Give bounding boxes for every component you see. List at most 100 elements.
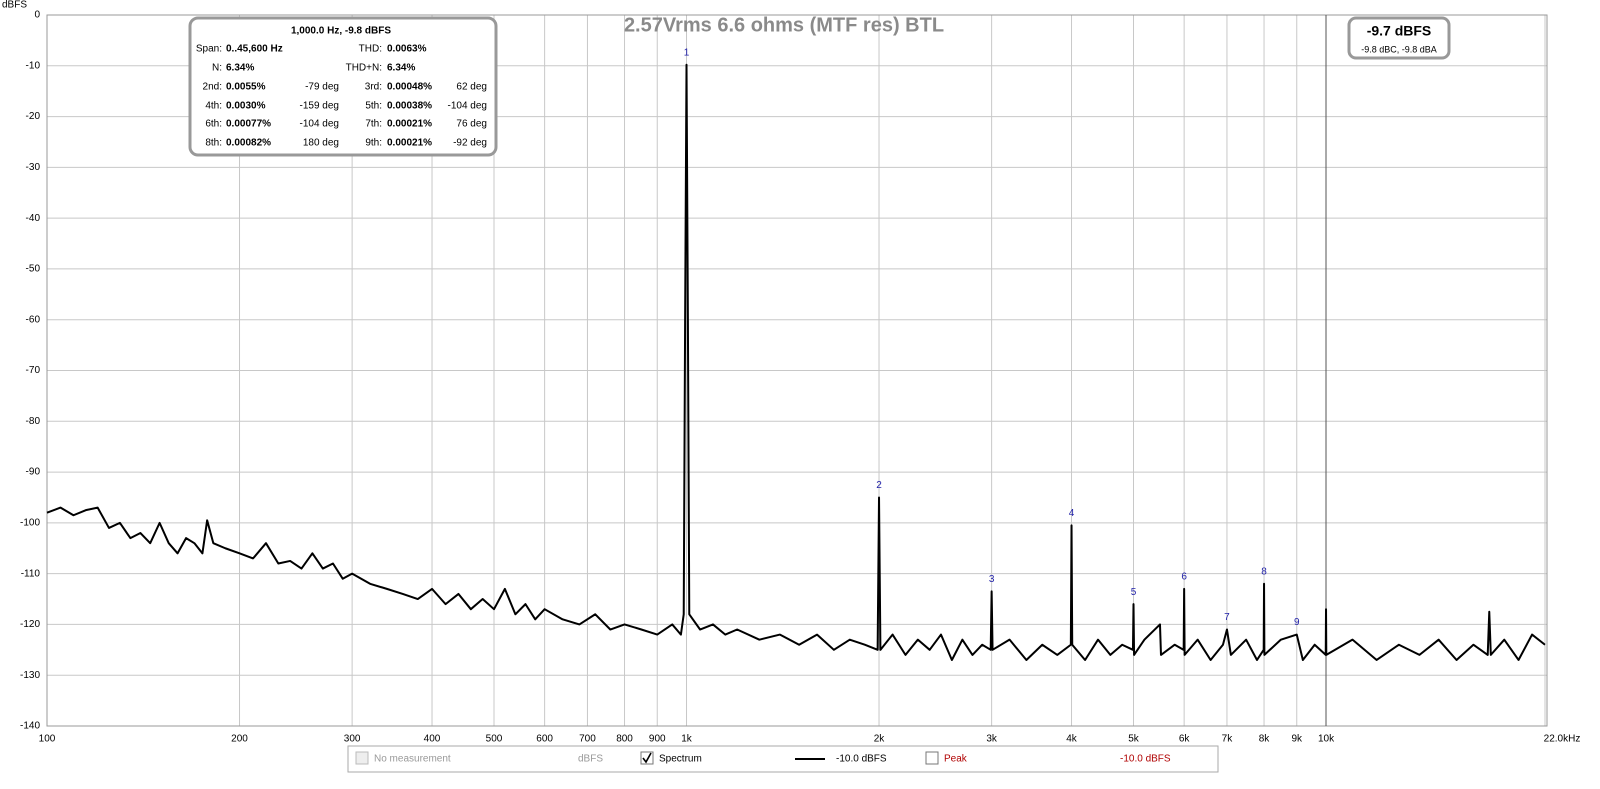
info-value: 0.00077% (226, 119, 271, 130)
x-tick-label: 600 (536, 734, 553, 745)
y-tick-label: -30 (26, 162, 41, 173)
info-value: 0.00082% (226, 138, 271, 149)
plot-frame (46, 14, 1548, 727)
x-tick-label: 4k (1066, 734, 1078, 745)
y-tick-label: 0 (34, 10, 40, 21)
info-value: 0..45,600 Hz (226, 44, 283, 55)
info-value: 0.0030% (226, 101, 266, 112)
info-label: 3rd: (365, 82, 382, 93)
level-detail: -9.8 dBC, -9.8 dBA (1361, 44, 1437, 54)
spectrum-line (46, 63, 1546, 661)
x-tick-label: 10k (1318, 734, 1335, 745)
info-label: 6th: (205, 119, 222, 130)
y-tick-label: -10 (26, 60, 41, 71)
info-label: Span: (196, 44, 222, 55)
info-label: 8th: (205, 138, 222, 149)
info-value: 0.00021% (387, 119, 432, 130)
level-box-frame (1347, 16, 1451, 60)
harmonic-marker: 7 (1224, 612, 1230, 623)
info-phase: -92 deg (453, 138, 487, 149)
x-tick-label: 200 (231, 734, 248, 745)
status-bar: No measurement dBFS Spectrum -10.0 dBFS … (347, 745, 1219, 773)
info-box-frame (188, 16, 498, 157)
info-phase: -159 deg (300, 101, 339, 112)
x-tick-label: 6k (1179, 734, 1191, 745)
info-value: 0.00048% (387, 82, 432, 93)
info-label: 9th: (365, 138, 382, 149)
x-tick-label: 300 (344, 734, 361, 745)
info-phase: 62 deg (456, 82, 487, 93)
info-label: 4th: (205, 101, 222, 112)
info-label: 7th: (365, 119, 382, 130)
x-tick-label: 7k (1222, 734, 1234, 745)
info-value: 0.00021% (387, 138, 432, 149)
x-tick-label: 1k (681, 734, 693, 745)
info-value: 0.0055% (226, 82, 266, 93)
x-tick-label: 9k (1291, 734, 1303, 745)
checkbox[interactable] (925, 751, 939, 765)
level-box: -9.7 dBFS -9.8 dBC, -9.8 dBA (1347, 16, 1451, 60)
info-box: 1,000.0 Hz, -9.8 dBFS Span: 0..45,600 Hz T… (188, 16, 498, 157)
y-tick-label: -110 (21, 568, 41, 579)
y-unit: dBFS (2, 0, 27, 11)
no-measurement: No measurement (374, 754, 451, 765)
harmonic-marker: 4 (1069, 508, 1075, 519)
info-value: 0.0063% (387, 44, 427, 55)
y-tick-label: -60 (26, 314, 41, 325)
harmonic-marker: 6 (1181, 572, 1187, 583)
y-tick-label: -40 (26, 213, 41, 224)
unit: dBFS (578, 754, 603, 765)
info-phase: 76 deg (456, 119, 487, 130)
spectrum-level: -10.0 dBFS (836, 754, 887, 765)
info-label: N: (212, 63, 222, 74)
x-tick-label: 100 (39, 734, 56, 745)
checkmark (642, 752, 652, 764)
peak-label: Peak (944, 754, 968, 765)
harmonic-marker: 8 (1261, 566, 1267, 577)
x-tick-label: 3k (986, 734, 998, 745)
harmonic-marker: 5 (1131, 587, 1137, 598)
y-tick-label: -140 (20, 721, 40, 732)
harmonic-marker: 1 (684, 47, 690, 58)
x-tick-label: 8k (1259, 734, 1271, 745)
info-label: THD+N: (346, 63, 382, 74)
info-label: 2nd: (203, 82, 222, 93)
y-tick-label: -120 (20, 619, 40, 630)
y-tick-label: -70 (26, 365, 41, 376)
checkbox[interactable] (355, 751, 369, 765)
x-tick-label: 2k (874, 734, 886, 745)
info-value: 0.00038% (387, 101, 432, 112)
x-tick-label: 900 (649, 734, 666, 745)
info-title: 1,000.0 Hz, -9.8 dBFS (291, 26, 391, 37)
info-phase: -79 deg (305, 82, 339, 93)
y-tick-label: -130 (20, 670, 40, 681)
y-tick-label: -90 (26, 467, 41, 478)
chart-title: 2.57Vrms 6.6 ohms (MTF res) BTL (624, 14, 944, 36)
harmonic-marker: 2 (876, 480, 882, 491)
x-tick-label: 500 (486, 734, 503, 745)
info-label: 5th: (365, 101, 382, 112)
y-tick-label: -50 (26, 264, 41, 275)
info-phase: 180 deg (303, 138, 339, 149)
x-tick-label: 700 (579, 734, 596, 745)
harmonic-marker: 9 (1294, 617, 1300, 628)
peak-level: -10.0 dBFS (1120, 754, 1171, 765)
x-tick-label: 5k (1128, 734, 1140, 745)
x-tick-label: 22.0kHz (1544, 734, 1581, 745)
legend-entry: Spectrum (659, 754, 702, 765)
plot: 1 2 3 4 5 6 7 8 9 (46, 47, 1546, 661)
x-tick-label: 400 (424, 734, 441, 745)
status-frame (347, 745, 1219, 773)
y-tick-label: -20 (26, 111, 41, 122)
level-value: -9.7 dBFS (1367, 23, 1432, 39)
x-tick-label: 800 (616, 734, 633, 745)
info-phase: -104 deg (448, 101, 487, 112)
y-tick-label: -100 (20, 517, 40, 528)
info-label: THD: (359, 44, 382, 55)
y-tick-label: -80 (26, 416, 41, 427)
info-value: 6.34% (226, 63, 254, 74)
info-phase: -104 deg (300, 119, 339, 130)
harmonic-marker: 3 (989, 574, 995, 585)
